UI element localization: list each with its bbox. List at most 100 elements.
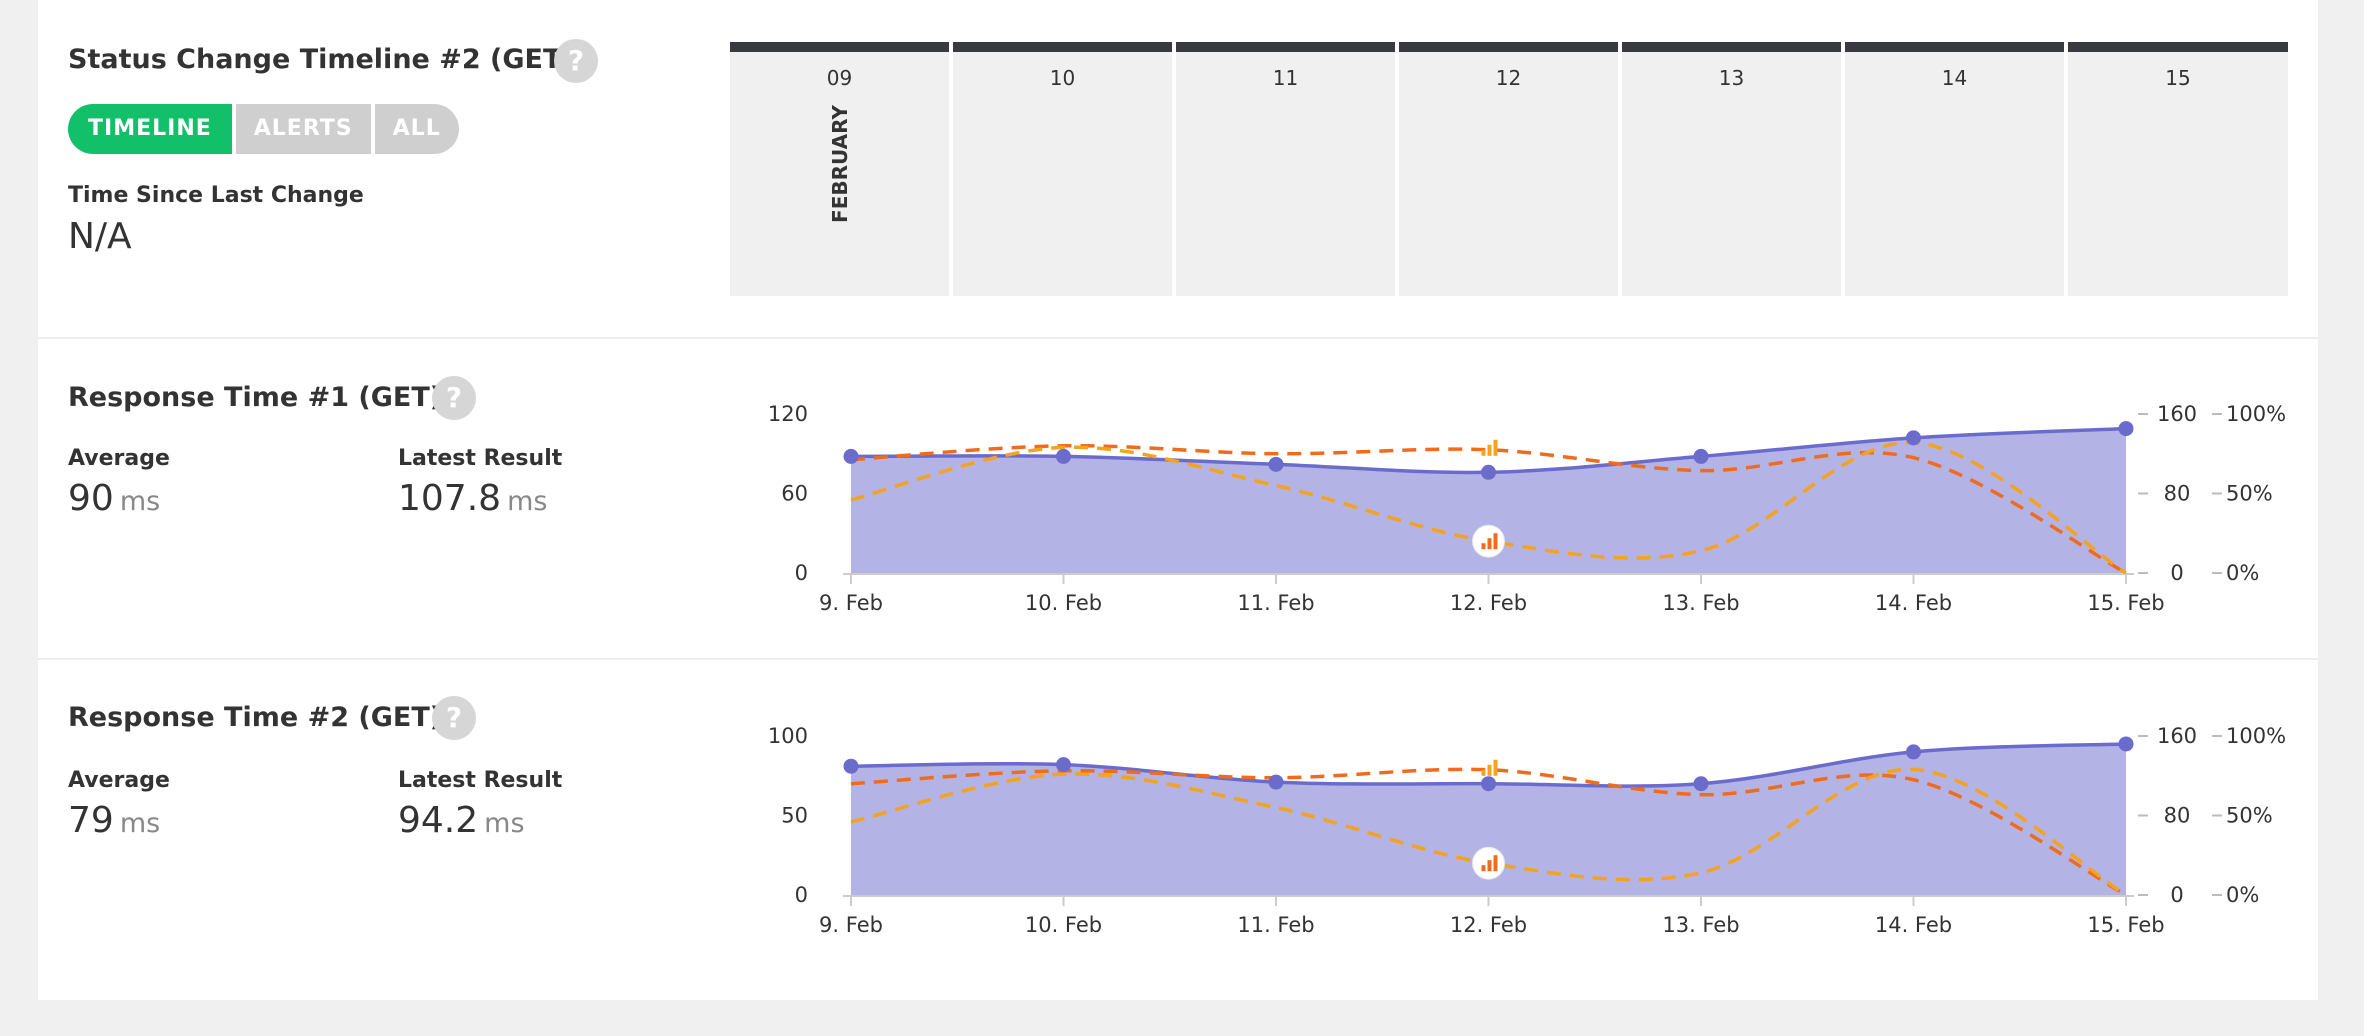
response-time-2-chart[interactable]: 0 50 100 0 80 160 0% 50% 100% 9. Feb 10. Feb 11. Fe… [718,698,2318,938]
signal-icon-bar [1493,533,1498,550]
signal-icon [1472,524,1505,558]
data-point [1906,744,1921,760]
monitor-panel: Status Change Timeline #2 (GET) ? TIMELI… [38,0,2318,1000]
y-axis-tick-label: 100% [2226,724,2286,748]
signal-icon-bar [1481,865,1486,872]
data-point [843,448,859,464]
y-axis-tick-label: 60 [781,482,808,506]
timeline-day-column: 13 [1622,42,1841,296]
y-axis-tick-label: 80 [2164,482,2191,506]
timeline-month-label: FEBRUARY [827,105,852,223]
y-axis-tick-label: 120 [768,402,808,426]
timeline-day-label: 12 [1495,66,1522,90]
x-axis-tick-label: 10. Feb [1025,913,1102,937]
x-axis-tick-label: 15. Feb [2087,913,2164,937]
data-point [843,758,859,774]
timeline-day-label: 11 [1272,66,1299,90]
help-icon[interactable]: ? [432,696,476,740]
timeline-day-column: 14 [1845,42,2064,296]
data-point [1268,774,1284,790]
signal-icon [1472,846,1505,880]
status-timeline-title: Status Change Timeline #2 (GET) [68,44,574,75]
timeline-day-column: 15 [2068,42,2288,296]
y-axis-tick-label: 160 [2157,402,2197,426]
x-axis-tick-label: 12. Feb [1450,591,1527,615]
signal-icon-bar [1493,759,1498,776]
response-time-1-title: Response Time #1 (GET) [68,382,443,413]
tab-timeline[interactable]: TIMELINE [68,104,232,154]
timeline-status-bar [1622,42,1841,52]
timeline-day-column: 10 [953,42,1172,296]
signal-icon-bar [1487,860,1492,872]
data-point [1693,776,1709,792]
y-axis-tick-label: 0 [2170,561,2183,585]
status-timeline: 09 FEBRUARY 10 11 12 13 14 [730,42,2288,296]
latest-result-value: 94.2 ms [398,800,525,841]
timeline-status-bar [1176,42,1395,52]
timeline-day-label: 09 [826,66,853,90]
timeline-filter-tabs: TIMELINE ALERTS ALL [68,104,459,154]
tab-alerts[interactable]: ALERTS [235,104,371,154]
y-axis-tick-label: 0 [795,883,808,907]
x-axis-tick-label: 11. Feb [1237,913,1314,937]
data-point [2118,421,2134,437]
response-time-1-chart[interactable]: 0 60 120 0 80 160 0% 50% 100% 9. Feb 10. Feb 11. Fe… [718,376,2318,616]
data-point [1481,776,1496,792]
y-axis-tick-label: 0 [2170,883,2183,907]
data-point [1268,456,1284,472]
average-value: 90 ms [68,478,161,519]
x-axis-tick-label: 9. Feb [819,591,883,615]
x-axis-tick-label: 13. Feb [1662,591,1739,615]
data-point [1056,448,1071,464]
timeline-status-bar [2068,42,2288,52]
x-axis-tick-label: 10. Feb [1025,591,1102,615]
y-axis-tick-label: 100% [2226,402,2286,426]
y-axis-tick-label: 0% [2226,561,2259,585]
x-axis-tick-label: 13. Feb [1662,913,1739,937]
timeline-status-bar [1845,42,2064,52]
response-time-area [851,743,2126,895]
timeline-day-column: 12 [1399,42,1618,296]
time-since-value: N/A [68,216,132,257]
timeline-day-label: 15 [2165,66,2191,90]
data-point [1056,757,1071,773]
x-axis-tick-label: 14. Feb [1875,913,1952,937]
signal-icon [1481,439,1498,456]
tab-all[interactable]: ALL [374,104,459,154]
time-since-label: Time Since Last Change [68,183,364,208]
y-axis-tick-label: 50 [781,804,808,828]
timeline-day-column: 11 [1176,42,1395,296]
timeline-day-label: 13 [1718,66,1745,90]
help-icon[interactable]: ? [432,376,476,420]
x-axis-tick-label: 11. Feb [1237,591,1314,615]
x-axis-tick-label: 14. Feb [1875,591,1952,615]
signal-icon-bar [1487,764,1492,776]
y-axis-tick-label: 0% [2226,883,2259,907]
latest-result-label: Latest Result [398,446,563,471]
y-axis-tick-label: 100 [768,724,808,748]
y-axis-tick-label: 160 [2157,724,2197,748]
timeline-day-label: 10 [1049,66,1076,90]
response-time-2-title: Response Time #2 (GET) [68,702,443,733]
y-axis-tick-label: 80 [2164,804,2191,828]
signal-icon [1481,759,1498,776]
timeline-status-bar [1399,42,1618,52]
average-value: 79 ms [68,800,161,841]
x-axis-tick-label: 15. Feb [2087,591,2164,615]
timeline-status-bar [953,42,1172,52]
help-icon[interactable]: ? [554,39,598,83]
response-time-2-section: Response Time #2 (GET) ? Average 79 ms La… [38,660,2318,1000]
average-label: Average [68,768,170,793]
signal-icon-bar [1481,769,1486,776]
response-time-area [851,428,2126,573]
response-time-1-section: Response Time #1 (GET) ? Average 90 ms La… [38,338,2318,660]
x-axis-tick-label: 12. Feb [1450,913,1527,937]
y-axis-tick-label: 0 [795,561,808,585]
signal-icon-bar [1487,444,1492,456]
average-label: Average [68,446,170,471]
timeline-day-label: 14 [1941,66,1968,90]
signal-icon-bar [1481,543,1486,550]
status-timeline-section: Status Change Timeline #2 (GET) ? TIMELI… [38,0,2318,339]
data-point [2118,736,2134,752]
timeline-status-bar [730,42,949,52]
